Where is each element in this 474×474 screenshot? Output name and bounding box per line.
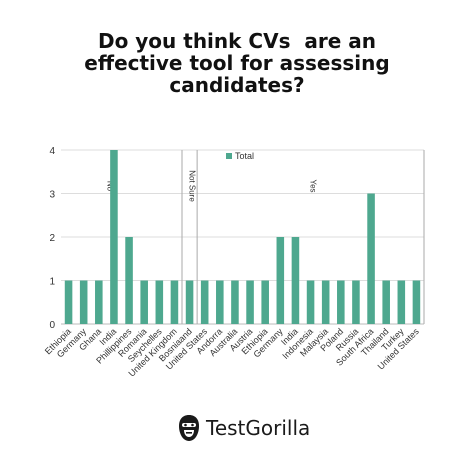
bar bbox=[64, 280, 73, 324]
chart-title: Do you think CVs are an effective tool f… bbox=[0, 30, 474, 96]
bar bbox=[140, 280, 148, 324]
bar bbox=[110, 150, 118, 324]
bar bbox=[95, 280, 103, 324]
bar bbox=[79, 280, 88, 324]
title-line-3: candidates? bbox=[169, 73, 305, 97]
group-label: No bbox=[106, 181, 115, 192]
y-tick-label: 0 bbox=[49, 320, 55, 331]
bar bbox=[216, 280, 224, 324]
title-line-2: effective tool for assessing bbox=[84, 51, 390, 75]
bar bbox=[125, 237, 133, 324]
bar bbox=[155, 280, 164, 324]
bar bbox=[397, 280, 406, 324]
bar bbox=[291, 237, 300, 324]
bar bbox=[246, 280, 254, 324]
group-label: Yes bbox=[309, 179, 318, 192]
y-tick-label: 1 bbox=[49, 277, 55, 288]
y-tick-label: 2 bbox=[49, 233, 55, 244]
bar bbox=[276, 237, 285, 324]
legend-label: Total bbox=[235, 151, 254, 161]
legend-swatch bbox=[226, 153, 232, 159]
bar bbox=[231, 280, 239, 324]
bar bbox=[200, 280, 209, 324]
y-tick-label: 4 bbox=[49, 146, 55, 157]
bar bbox=[352, 280, 360, 324]
y-tick-label: 3 bbox=[49, 190, 55, 201]
bar bbox=[367, 193, 375, 324]
bar bbox=[261, 280, 269, 324]
bar bbox=[306, 280, 315, 324]
bar bbox=[412, 280, 421, 324]
bar bbox=[185, 280, 194, 324]
bar bbox=[321, 280, 330, 324]
bar bbox=[170, 280, 179, 324]
brand-logo: TestGorilla bbox=[178, 408, 310, 448]
bar bbox=[337, 280, 345, 324]
group-label: Not Sure bbox=[188, 170, 197, 202]
title-line-1: Do you think CVs are an bbox=[97, 29, 377, 53]
gorilla-icon bbox=[179, 415, 199, 441]
brand-name: TestGorilla bbox=[206, 416, 311, 440]
bar bbox=[382, 280, 390, 324]
